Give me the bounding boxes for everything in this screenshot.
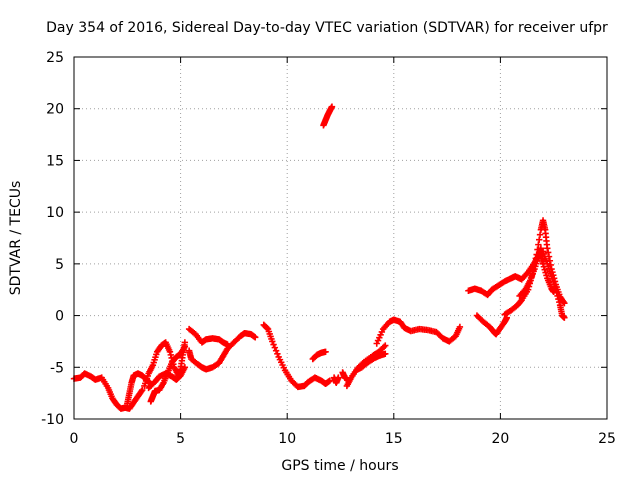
- data-series-13: [354, 350, 389, 373]
- data-point: [554, 292, 561, 300]
- data-series-11: [339, 369, 351, 382]
- data-series: [70, 103, 568, 412]
- data-point: [544, 245, 551, 252]
- data-point: [380, 343, 388, 351]
- data-series-4: [145, 364, 189, 392]
- data-point: [552, 286, 560, 293]
- y-tick-label: 25: [46, 50, 64, 66]
- x-tick-label: 15: [385, 431, 403, 447]
- data-series-6: [185, 325, 231, 348]
- y-tick-label: 10: [46, 205, 64, 221]
- data-point: [335, 374, 342, 381]
- data-point: [167, 351, 174, 359]
- data-series-19: [539, 248, 568, 321]
- y-tick-label: -10: [41, 412, 64, 428]
- data-series-10: [330, 374, 342, 386]
- data-series-14: [373, 316, 464, 347]
- data-point: [274, 350, 281, 358]
- data-point: [382, 350, 389, 358]
- data-point: [322, 348, 329, 355]
- data-point: [269, 338, 276, 345]
- data-point: [561, 314, 568, 321]
- y-tick-label: 5: [55, 257, 64, 273]
- data-point: [561, 299, 568, 307]
- data-point: [138, 388, 145, 395]
- data-point: [553, 289, 560, 297]
- plot-frame: [73, 56, 608, 420]
- data-point: [382, 342, 389, 349]
- data-point: [224, 341, 231, 348]
- data-point: [139, 386, 146, 394]
- data-point: [166, 348, 174, 355]
- y-tick-label: 15: [46, 153, 64, 169]
- x-tick-label: 0: [70, 431, 79, 447]
- grid: [74, 57, 607, 419]
- data-point: [544, 249, 552, 256]
- data-series-16: [473, 312, 510, 338]
- data-point: [181, 343, 189, 350]
- y-axis-label: SDTVAR / TECUs: [8, 181, 24, 296]
- data-point: [456, 323, 464, 331]
- data-point: [534, 246, 541, 253]
- data-point: [536, 231, 544, 238]
- data-point: [536, 236, 543, 243]
- data-series-7: [260, 321, 334, 391]
- y-tick-label: -5: [50, 360, 64, 376]
- data-point: [271, 344, 279, 351]
- data-point: [556, 298, 563, 306]
- data-point: [252, 334, 259, 341]
- x-tick-label: 25: [598, 431, 616, 447]
- x-axis-label: GPS time / hours: [281, 458, 398, 474]
- data-series-0: [70, 370, 146, 412]
- data-point: [270, 341, 277, 348]
- data-series-3: [147, 343, 189, 405]
- data-point: [328, 103, 336, 110]
- x-tick-label: 10: [278, 431, 296, 447]
- data-series-8: [309, 348, 329, 363]
- data-point: [535, 241, 542, 248]
- data-point: [263, 324, 271, 332]
- y-tick-label: 0: [55, 309, 64, 325]
- data-point: [326, 377, 334, 384]
- data-point: [555, 295, 562, 303]
- chart-title: Day 354 of 2016, Sidereal Day-to-day VTE…: [46, 20, 608, 36]
- data-series-5: [185, 329, 259, 373]
- data-point: [181, 364, 189, 371]
- data-point: [272, 347, 280, 354]
- y-tick-label: 20: [46, 102, 64, 118]
- x-tick-label: 20: [491, 431, 509, 447]
- x-tick-label: 5: [176, 431, 185, 447]
- data-series-9: [320, 103, 336, 129]
